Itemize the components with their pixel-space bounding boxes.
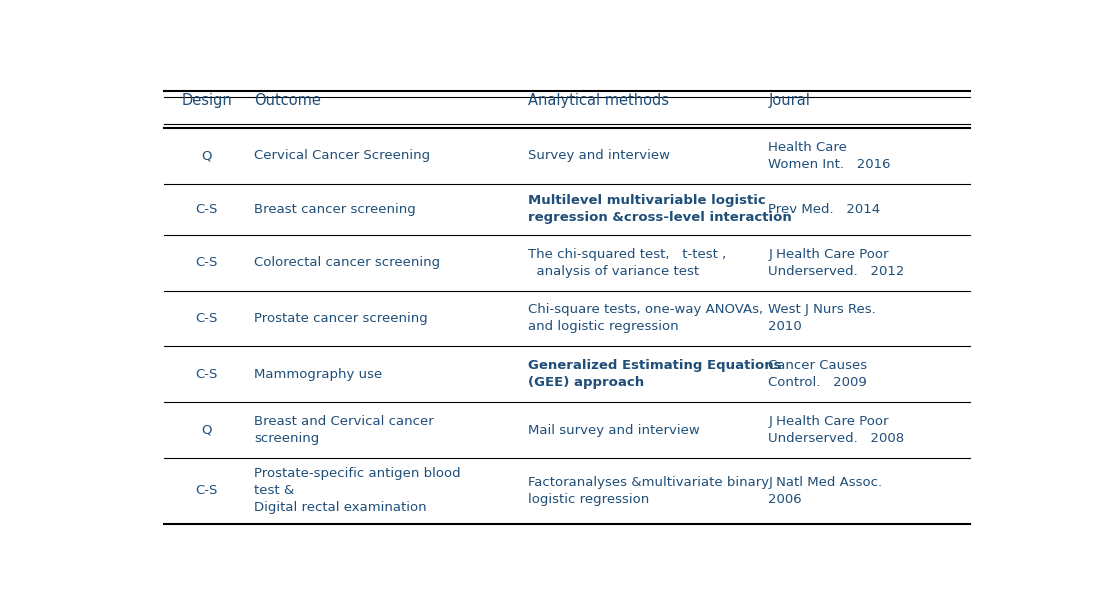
Text: Q: Q: [201, 149, 212, 162]
Text: Prostate-specific antigen blood
test &
Digital rectal examination: Prostate-specific antigen blood test & D…: [254, 467, 460, 515]
Text: The chi-squared test,   t-test ,
  analysis of variance test: The chi-squared test, t-test , analysis …: [529, 248, 727, 278]
Text: J Natl Med Assoc.
2006: J Natl Med Assoc. 2006: [769, 476, 883, 506]
Text: J Health Care Poor
Underserved.   2012: J Health Care Poor Underserved. 2012: [769, 248, 905, 278]
Text: Colorectal cancer screening: Colorectal cancer screening: [254, 256, 440, 269]
Text: C-S: C-S: [196, 484, 218, 497]
Text: Cervical Cancer Screening: Cervical Cancer Screening: [254, 149, 430, 162]
Text: Multilevel multivariable logistic
regression &cross-level interaction: Multilevel multivariable logistic regres…: [529, 194, 792, 224]
Text: Factoranalyses &multivariate binary
logistic regression: Factoranalyses &multivariate binary logi…: [529, 476, 770, 506]
Text: Survey and interview: Survey and interview: [529, 149, 670, 162]
Text: Prev Med.   2014: Prev Med. 2014: [769, 203, 880, 216]
Text: Cancer Causes
Control.   2009: Cancer Causes Control. 2009: [769, 359, 867, 390]
Text: Analytical methods: Analytical methods: [529, 94, 669, 108]
Text: C-S: C-S: [196, 368, 218, 381]
Text: Mammography use: Mammography use: [254, 368, 383, 381]
Text: Chi-square tests, one-way ANOVAs,
and logistic regression: Chi-square tests, one-way ANOVAs, and lo…: [529, 303, 763, 333]
Text: Prostate cancer screening: Prostate cancer screening: [254, 312, 428, 325]
Text: C-S: C-S: [196, 203, 218, 216]
Text: J Health Care Poor
Underserved.   2008: J Health Care Poor Underserved. 2008: [769, 415, 905, 445]
Text: Joural: Joural: [769, 94, 810, 108]
Text: C-S: C-S: [196, 256, 218, 269]
Text: C-S: C-S: [196, 312, 218, 325]
Text: West J Nurs Res.
2010: West J Nurs Res. 2010: [769, 303, 876, 333]
Text: Health Care
Women Int.   2016: Health Care Women Int. 2016: [769, 141, 890, 171]
Text: Breast cancer screening: Breast cancer screening: [254, 203, 416, 216]
Text: Design: Design: [181, 94, 232, 108]
Text: Q: Q: [201, 423, 212, 437]
Text: Outcome: Outcome: [254, 94, 321, 108]
Text: Breast and Cervical cancer
screening: Breast and Cervical cancer screening: [254, 415, 434, 445]
Text: Mail survey and interview: Mail survey and interview: [529, 423, 700, 437]
Text: Generalized Estimating Equations
(GEE) approach: Generalized Estimating Equations (GEE) a…: [529, 359, 782, 390]
